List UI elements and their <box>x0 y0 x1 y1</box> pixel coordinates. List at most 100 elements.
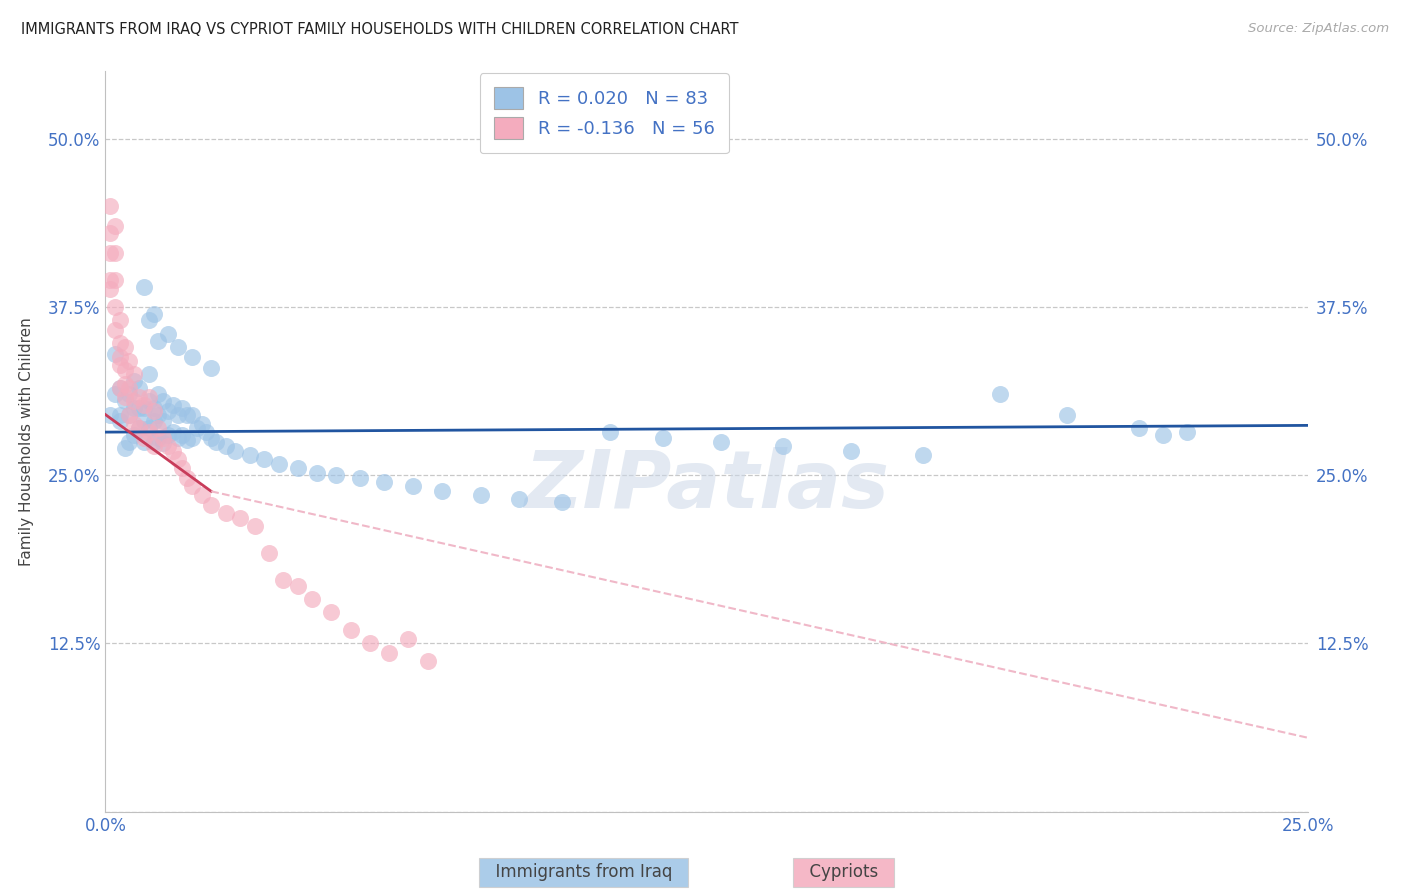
Point <box>190 488 212 502</box>
Point <box>108 414 131 428</box>
Point <box>118 408 141 422</box>
Point <box>108 350 131 364</box>
Point <box>108 381 131 395</box>
Point <box>108 336 131 351</box>
Point <box>142 403 165 417</box>
Point <box>287 578 309 592</box>
Point <box>132 398 155 412</box>
Point <box>132 430 155 444</box>
Point <box>142 439 165 453</box>
Point <box>359 636 381 650</box>
Point <box>114 442 136 456</box>
Point <box>138 394 160 409</box>
Point <box>508 492 530 507</box>
Point <box>114 376 136 391</box>
Point <box>124 368 146 382</box>
Point <box>142 307 165 321</box>
Text: Cypriots: Cypriots <box>799 863 889 881</box>
Point <box>301 592 323 607</box>
Point <box>396 632 419 647</box>
Point <box>181 479 204 493</box>
Point <box>156 326 179 341</box>
Text: IMMIGRANTS FROM IRAQ VS CYPRIOT FAMILY HOUSEHOLDS WITH CHILDREN CORRELATION CHAR: IMMIGRANTS FROM IRAQ VS CYPRIOT FAMILY H… <box>21 22 738 37</box>
Point <box>152 436 174 450</box>
Point <box>710 434 733 449</box>
Point <box>156 427 179 442</box>
Point <box>200 430 222 444</box>
Point <box>128 401 150 415</box>
Point <box>402 479 425 493</box>
Point <box>156 439 179 453</box>
Point <box>172 461 194 475</box>
Point <box>138 421 160 435</box>
Point <box>551 495 574 509</box>
Point <box>132 279 155 293</box>
Point <box>176 408 198 422</box>
Point <box>138 425 160 439</box>
Legend: R = 0.020   N = 83, R = -0.136   N = 56: R = 0.020 N = 83, R = -0.136 N = 56 <box>479 73 728 153</box>
Point <box>104 387 127 401</box>
Point <box>118 387 141 401</box>
Point <box>118 381 141 395</box>
Point <box>108 358 131 372</box>
Point <box>118 408 141 422</box>
Point <box>305 466 328 480</box>
Point <box>190 417 212 431</box>
Point <box>229 511 252 525</box>
Y-axis label: Family Households with Children: Family Households with Children <box>20 318 34 566</box>
Point <box>186 421 208 435</box>
Point <box>124 374 146 388</box>
Point <box>114 394 136 409</box>
Point <box>104 347 127 361</box>
Text: Immigrants from Iraq: Immigrants from Iraq <box>485 863 682 881</box>
Point <box>124 401 146 415</box>
Point <box>349 471 371 485</box>
Point <box>214 439 236 453</box>
Point <box>108 313 131 327</box>
Point <box>839 444 862 458</box>
Point <box>195 425 218 439</box>
Point <box>166 408 188 422</box>
Point <box>124 394 146 409</box>
Point <box>124 417 146 431</box>
Point <box>148 387 170 401</box>
Point <box>128 390 150 404</box>
Point <box>181 430 204 444</box>
Point <box>152 414 174 428</box>
Point <box>176 471 198 485</box>
Point <box>772 439 794 453</box>
Point <box>378 646 401 660</box>
Point <box>243 519 266 533</box>
Point <box>152 430 174 444</box>
Point <box>138 313 160 327</box>
Point <box>118 353 141 368</box>
Point <box>162 425 184 439</box>
Point <box>267 458 290 472</box>
Point <box>166 430 188 444</box>
Point <box>911 448 934 462</box>
Point <box>104 246 127 260</box>
Point <box>98 199 121 213</box>
Point <box>138 390 160 404</box>
Point <box>162 398 184 412</box>
Point <box>287 461 309 475</box>
Point <box>181 408 204 422</box>
Point <box>224 444 246 458</box>
Point <box>325 468 347 483</box>
Point <box>148 408 170 422</box>
Point <box>152 394 174 409</box>
Point <box>1175 425 1198 439</box>
Point <box>273 573 295 587</box>
Point <box>1128 421 1150 435</box>
Point <box>108 408 131 422</box>
Point <box>239 448 262 462</box>
Point <box>652 430 675 444</box>
Point <box>373 475 395 489</box>
Point <box>98 408 121 422</box>
Point <box>132 414 155 428</box>
Point <box>132 434 155 449</box>
Point <box>128 381 150 395</box>
Point <box>148 334 170 348</box>
Point <box>321 606 343 620</box>
Point <box>200 498 222 512</box>
